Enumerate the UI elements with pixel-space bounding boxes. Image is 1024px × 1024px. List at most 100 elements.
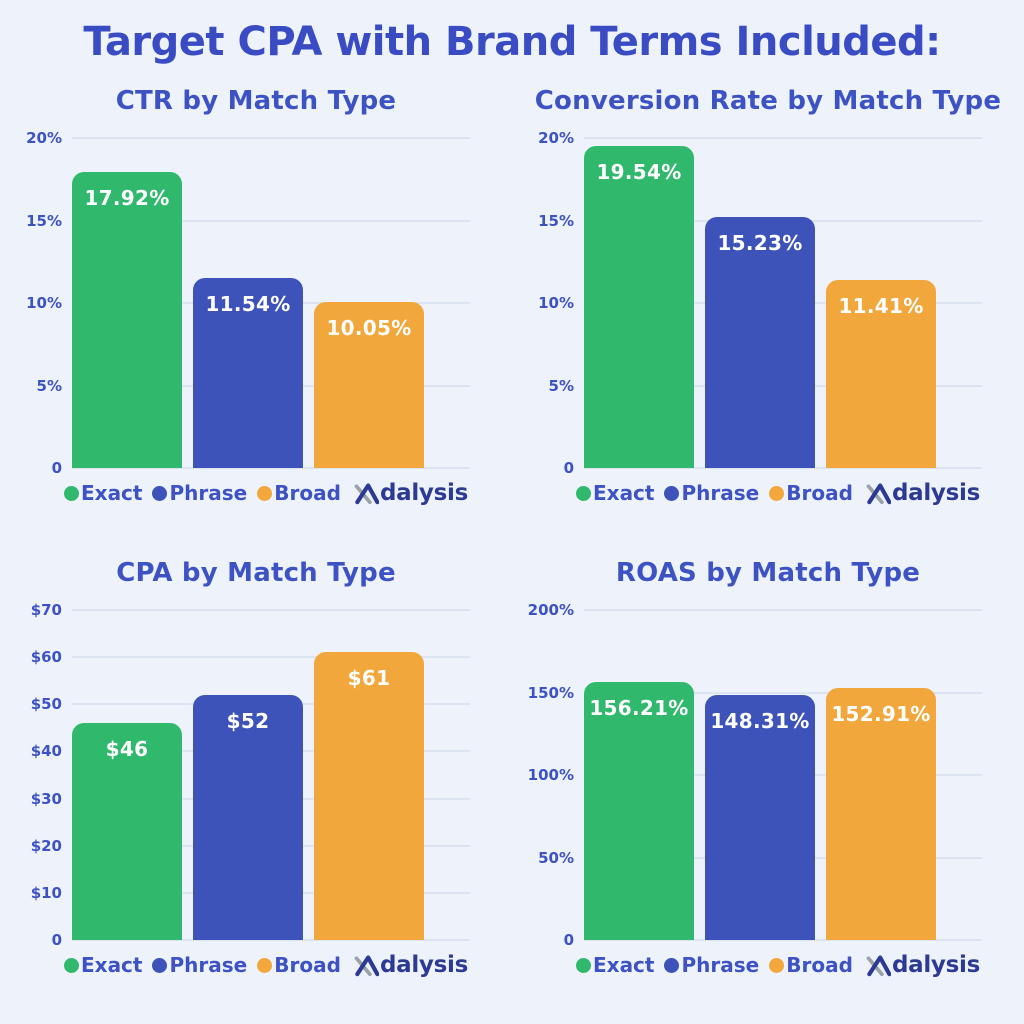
bar-value-label: $46 — [105, 737, 149, 762]
adalysis-logo: dalysis — [866, 952, 980, 978]
y-tick-label: 20% — [26, 129, 62, 147]
legend-dot-icon — [152, 957, 168, 973]
bar-exact: $46 — [72, 723, 182, 940]
legend-label: Broad — [274, 481, 341, 505]
y-tick-label: $50 — [30, 695, 62, 714]
gridline — [72, 609, 470, 611]
adalysis-logo-text: dalysis — [891, 952, 980, 978]
gridline — [72, 219, 470, 222]
plot-row: 20% 15% 10% 5% 0 17.92% 11.54% 10.05% — [14, 129, 470, 477]
legend-dot-icon — [64, 957, 79, 973]
y-tick-label: 50% — [538, 848, 574, 867]
charts-grid: CTR by Match Type 20% 15% 10% 5% 0 17.92% 11.… — [0, 72, 1024, 980]
chart-panel-roas: ROAS by Match Type 200% 150% 100% 50% 0 156.… — [512, 544, 1024, 980]
plot-area: 19.54% 15.23% 11.41% — [584, 137, 982, 469]
chart-panel-cpa: CPA by Match Type $70 $60 $50 $40 $30 $20 $10 0… — [0, 544, 512, 980]
legend-item-broad: Broad — [257, 481, 341, 505]
y-axis: 200% 150% 100% 50% 0 — [526, 601, 584, 949]
legend-item-phrase: Phrase — [664, 481, 759, 505]
legend: Exact Phrase Broad — [576, 481, 853, 505]
plot-area: 156.21% 148.31% 152.91% — [584, 609, 982, 941]
legend-label: Phrase — [681, 481, 760, 505]
legend-label: Broad — [786, 481, 853, 505]
bar-broad: 11.41% — [826, 279, 936, 468]
bar-value-label: 10.05% — [326, 316, 412, 341]
bar-value-label: $61 — [347, 666, 391, 691]
legend-label: Phrase — [169, 481, 248, 505]
panel-footer: Exact Phrase Broad dalysis — [64, 950, 468, 980]
plot-row: 200% 150% 100% 50% 0 156.21% 148.31% 152.91% — [526, 601, 982, 949]
bar-phrase: 11.54% — [193, 277, 303, 468]
legend-dot-icon — [152, 485, 168, 501]
chart-title-roas: ROAS by Match Type — [615, 558, 921, 588]
gridline — [72, 467, 470, 469]
adalysis-logo: dalysis — [354, 952, 468, 978]
legend-item-exact: Exact — [576, 481, 654, 505]
y-tick-label: $30 — [30, 789, 62, 808]
legend: Exact Phrase Broad — [576, 953, 853, 977]
legend-item-broad: Broad — [257, 953, 341, 977]
adalysis-a-mark-icon — [354, 483, 379, 505]
legend-item-phrase: Phrase — [152, 953, 247, 977]
gridline — [72, 939, 470, 941]
y-tick-label: 10% — [26, 294, 62, 312]
gridline — [584, 691, 982, 694]
y-tick-label: 5% — [36, 376, 62, 395]
legend-dot-icon — [664, 485, 680, 501]
legend-item-phrase: Phrase — [664, 953, 759, 977]
gridline — [584, 137, 982, 139]
bars-group: $46 $52 $61 — [72, 610, 424, 940]
bar-broad: 152.91% — [826, 687, 936, 940]
gridline — [72, 656, 470, 659]
legend-label: Broad — [274, 953, 341, 977]
bars-group: 17.92% 11.54% 10.05% — [72, 138, 424, 468]
y-tick-label: 5% — [548, 376, 574, 395]
legend-item-exact: Exact — [64, 481, 142, 505]
page-title: Target CPA with Brand Terms Included: — [83, 19, 941, 65]
legend-dot-icon — [576, 485, 591, 501]
bars-group: 156.21% 148.31% 152.91% — [584, 610, 936, 940]
adalysis-logo-text: dalysis — [891, 480, 980, 506]
y-axis: $70 $60 $50 $40 $30 $20 $10 0 — [14, 601, 72, 949]
y-tick-label: 0 — [51, 931, 62, 949]
y-tick-label: 0 — [563, 931, 574, 949]
panel-footer: Exact Phrase Broad dalysis — [576, 950, 980, 980]
legend-label: Exact — [81, 953, 143, 977]
legend-label: Broad — [786, 953, 853, 977]
legend-label: Exact — [593, 953, 655, 977]
panel-footer: Exact Phrase Broad dalysis — [576, 478, 980, 508]
adalysis-logo: dalysis — [354, 480, 468, 506]
bar-value-label: 152.91% — [831, 701, 931, 726]
legend-dot-icon — [576, 957, 591, 973]
legend-dot-icon — [64, 485, 79, 501]
y-axis: 20% 15% 10% 5% 0 — [14, 129, 72, 477]
adalysis-a-mark-icon — [866, 483, 891, 505]
bar-value-label: 156.21% — [589, 696, 689, 721]
adalysis-logo: dalysis — [866, 480, 980, 506]
bar-value-label: 17.92% — [84, 186, 170, 211]
bar-phrase: $52 — [193, 694, 303, 940]
gridline — [584, 939, 982, 941]
y-tick-label: 200% — [527, 601, 574, 619]
legend: Exact Phrase Broad — [64, 953, 341, 977]
plot-area: 17.92% 11.54% 10.05% — [72, 137, 470, 469]
y-tick-label: 10% — [538, 294, 574, 312]
gridline — [584, 609, 982, 611]
chart-panel-ctr: CTR by Match Type 20% 15% 10% 5% 0 17.92% 11.… — [0, 72, 512, 508]
bar-exact: 19.54% — [584, 145, 694, 468]
y-tick-label: $10 — [30, 883, 62, 902]
bar-value-label: 15.23% — [717, 230, 803, 255]
gridline — [584, 467, 982, 469]
plot-row: 20% 15% 10% 5% 0 19.54% 15.23% 11.41% — [526, 129, 982, 477]
bar-phrase: 148.31% — [705, 695, 815, 940]
y-tick-label: 20% — [538, 129, 574, 147]
gridline — [72, 137, 470, 139]
y-tick-label: 0 — [563, 459, 574, 477]
legend-dot-icon — [664, 957, 680, 973]
y-tick-label: 0 — [51, 459, 62, 477]
y-tick-label: 15% — [26, 211, 62, 230]
bar-value-label: 19.54% — [596, 159, 682, 184]
legend-label: Exact — [593, 481, 655, 505]
y-tick-label: $40 — [30, 742, 62, 761]
bar-exact: 156.21% — [584, 682, 694, 940]
